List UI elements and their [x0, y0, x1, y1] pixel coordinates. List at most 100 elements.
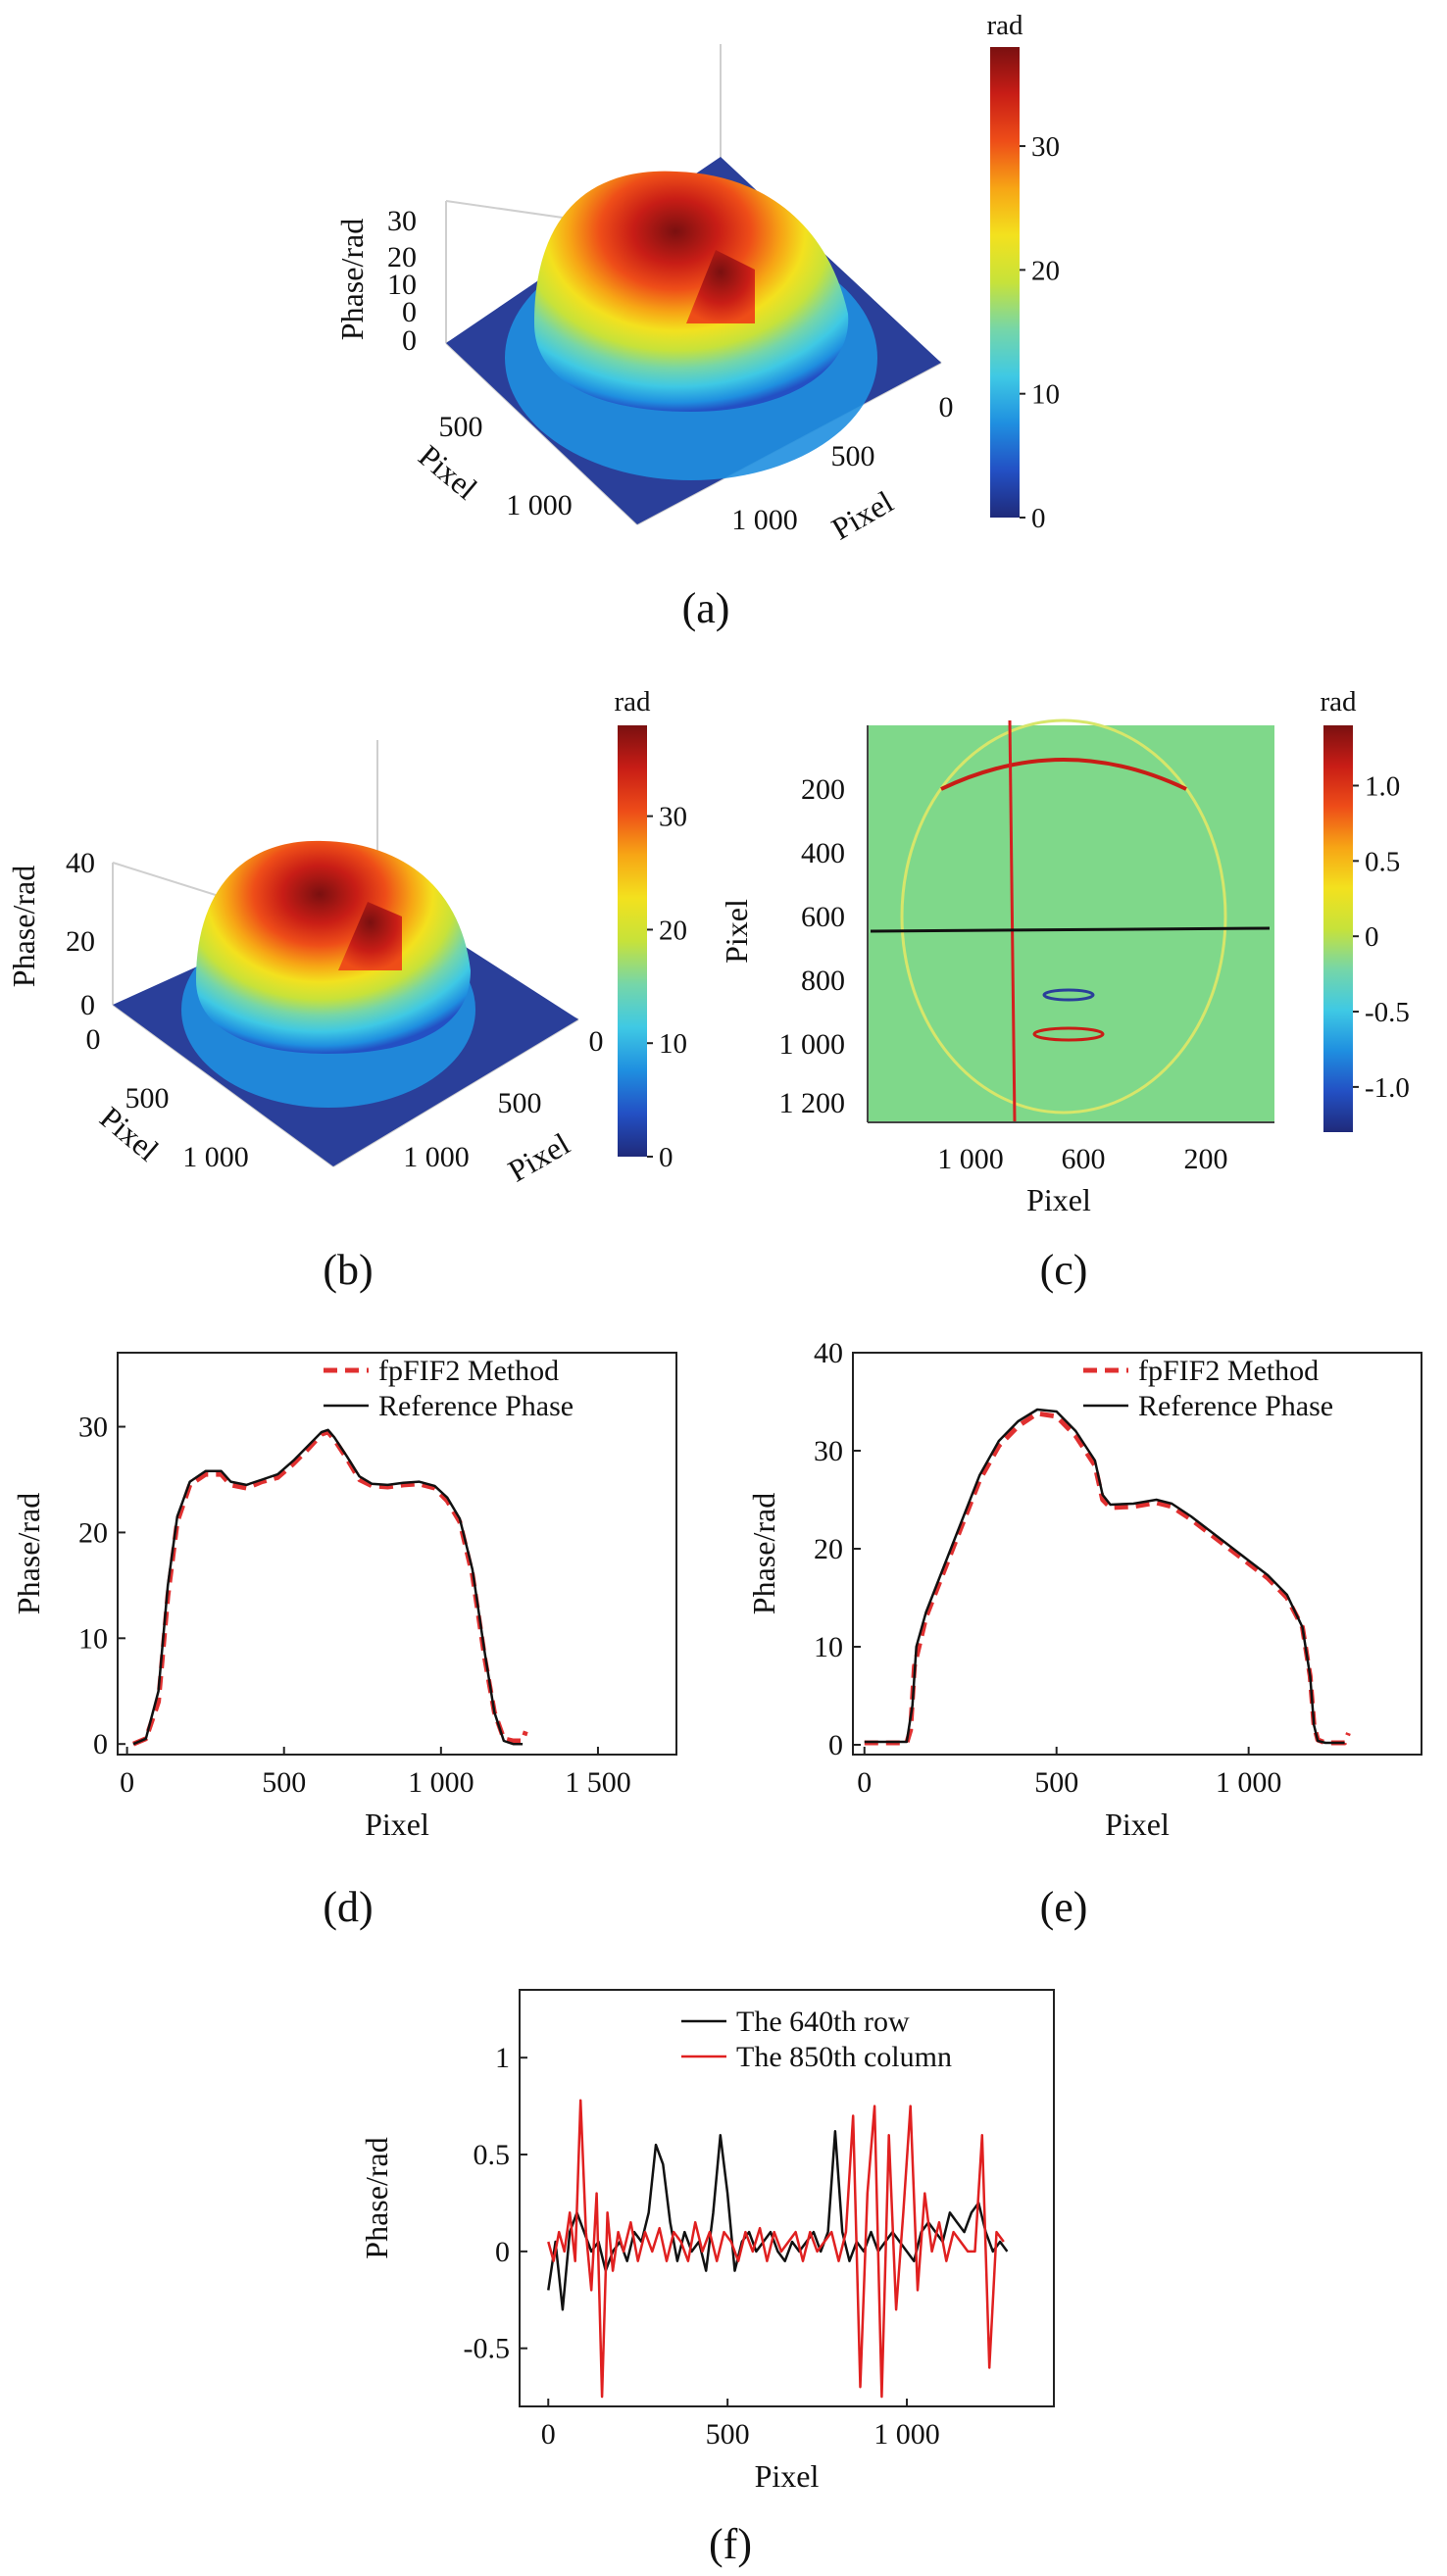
panel-c-xlabel: Pixel [1026, 1182, 1091, 1217]
colorbar-tick-label: -1.0 [1365, 1072, 1410, 1104]
y-axis-label: Phase/rad [359, 2137, 394, 2258]
panel-b-colorbar [618, 725, 647, 1157]
tick-y-800: 800 [801, 965, 845, 997]
plot-frame [117, 1352, 677, 1756]
colorbar-tick-label: 0 [1031, 503, 1046, 534]
legend-label-2: Reference Phase [378, 1390, 574, 1422]
panel-c: 200 400 600 800 1 000 1 200 Pixel 1 000 … [719, 686, 1410, 1294]
tick-z-0-top: 0 [402, 296, 417, 328]
tick-y-0: 0 [589, 1025, 604, 1058]
panel-c-colorbar-ticks: -1.0 -0.5 0 0.5 1.0 [1353, 770, 1410, 1104]
y-tick-label: 1 [495, 2042, 510, 2074]
caption-c: (c) [1040, 1246, 1088, 1294]
x-tick-label: 500 [1034, 1766, 1078, 1799]
panel-b-nose-peak [338, 902, 402, 970]
y-tick-label: 10 [78, 1622, 108, 1655]
colorbar-tick-label: 10 [1031, 379, 1060, 411]
plot-frame [852, 1352, 1422, 1756]
colorbar-tick-label: 0 [659, 1142, 674, 1173]
x-tick-label: 1 000 [873, 2418, 940, 2451]
colorbar-tick-label: 0 [1365, 921, 1379, 953]
x-tick-label: 500 [262, 1766, 306, 1799]
series-line-2 [547, 2099, 1005, 2399]
tick-z-20: 20 [66, 925, 95, 958]
panel-a-colorbar [990, 47, 1020, 518]
colorbar-tick-label: 20 [1031, 255, 1060, 286]
y-tick-label: -0.5 [464, 2333, 511, 2365]
legend-label-2: The 850th column [736, 2041, 952, 2073]
tick-x-500: 500 [439, 411, 483, 443]
y-tick-label: 30 [814, 1435, 843, 1467]
x-axis-label: Pixel [365, 1807, 429, 1842]
y-tick-label: 20 [78, 1516, 108, 1549]
y-tick-label: 0.5 [474, 2139, 511, 2171]
tick-y-0: 0 [939, 391, 954, 423]
panel-a-zlabel: Phase/rad [334, 219, 370, 340]
tick-x-500: 500 [125, 1082, 170, 1115]
tick-x-1000: 1 000 [182, 1141, 249, 1173]
panel-b-colorbar-ticks: 0 10 20 30 [647, 802, 687, 1173]
panel-f: 0 500 1 000 -0.5 0 0.5 1 Pixel Phase/rad The 640t… [359, 1989, 1055, 2494]
panel-c-hair-edge [940, 758, 1187, 791]
series-line-2 [864, 1408, 1345, 1745]
panel-c-yticks: 200 400 600 800 1 000 1 200 [779, 773, 846, 1119]
y-tick-label: 30 [78, 1412, 108, 1444]
panel-a-zticks: 30 20 10 0 0 [387, 205, 417, 357]
y-tick-label: 40 [814, 1337, 843, 1369]
colorbar-tick-label: 30 [1031, 131, 1060, 163]
tick-y-600: 600 [801, 901, 845, 933]
y-tick-label: 10 [814, 1631, 843, 1663]
panel-c-map [868, 725, 1274, 1122]
panel-b-zticks: 40 20 0 [66, 847, 95, 1021]
colorbar-tick-label: 30 [659, 802, 687, 833]
y-tick-label: 0 [93, 1728, 108, 1760]
tick-y-400: 400 [801, 837, 845, 869]
x-axis-label: Pixel [1105, 1807, 1170, 1842]
y-tick-label: 20 [814, 1533, 843, 1565]
tick-x-1000: 1 000 [506, 489, 573, 521]
panel-b-dome [196, 840, 471, 1054]
caption-d: (d) [323, 1883, 373, 1931]
panel-b-zlabel: Phase/rad [6, 866, 41, 987]
tick-y-1000: 1 000 [779, 1028, 846, 1061]
x-tick-label: 1 000 [408, 1766, 474, 1799]
x-tick-label: 0 [857, 1766, 872, 1799]
colorbar-tick-label: 0.5 [1365, 846, 1400, 877]
tick-y-1000: 1 000 [731, 504, 798, 536]
y-tick-label: 0 [495, 2236, 510, 2268]
tick-y-500: 500 [498, 1087, 542, 1119]
tick-x-1000: 1 000 [937, 1143, 1004, 1175]
legend-label-1: The 640th row [736, 2006, 910, 2038]
panel-c-horizontal-profile-line [870, 926, 1271, 933]
tick-z-40: 40 [66, 847, 95, 879]
panel-a-dome [534, 171, 849, 412]
panel-c-face-outline [900, 718, 1227, 1115]
panel-a-xlabel: Pixel [412, 438, 484, 507]
panel-c-colorbar-label: rad [1320, 686, 1357, 718]
tick-x-600: 600 [1062, 1143, 1106, 1175]
colorbar-tick-label: 20 [659, 915, 687, 946]
x-tick-label: 1 500 [565, 1766, 631, 1799]
panel-b-ylabel: Pixel [502, 1125, 575, 1188]
panel-c-vertical-profile-line [1008, 719, 1017, 1123]
panel-c-xticks: 1 000 600 200 [937, 1143, 1227, 1175]
caption-b: (b) [323, 1246, 373, 1294]
x-tick-label: 500 [706, 2418, 750, 2451]
tick-z-0: 0 [402, 324, 417, 357]
panel-a-ylabel: Pixel [825, 483, 899, 546]
panel-e: 0 500 1 000 0 10 20 30 40 Pixel Phase/rad fpFIF2 M… [746, 1337, 1422, 1842]
tick-z-20: 20 [387, 241, 417, 273]
caption-f: (f) [709, 2520, 752, 2568]
tick-z-30: 30 [387, 205, 417, 237]
tick-y-500: 500 [831, 440, 875, 472]
series-line-1 [547, 2130, 1009, 2311]
tick-y-1200: 1 200 [779, 1087, 846, 1119]
x-tick-label: 1 000 [1216, 1766, 1282, 1799]
series-line-1 [864, 1411, 1351, 1746]
x-tick-label: 0 [541, 2418, 556, 2451]
panel-d: 0 500 1 000 1 500 0 10 20 30 Pixel Phase/rad fpFIF… [11, 1352, 677, 1842]
y-tick-label: 0 [828, 1729, 843, 1761]
x-tick-label: 0 [120, 1766, 134, 1799]
x-axis-label: Pixel [755, 2458, 820, 2494]
